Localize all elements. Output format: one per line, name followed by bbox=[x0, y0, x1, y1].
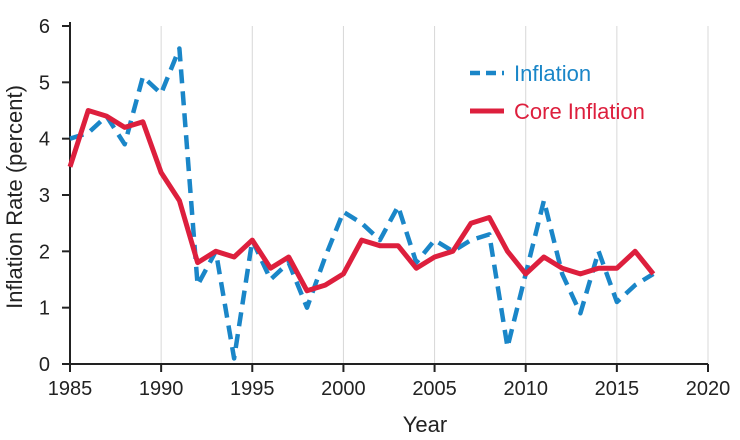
x-axis-title: Year bbox=[403, 412, 447, 437]
y-axis-title: Inflation Rate (percent) bbox=[2, 85, 27, 309]
x-tick-label: 2010 bbox=[503, 378, 548, 400]
legend-label: Inflation bbox=[514, 61, 591, 86]
x-tick-label: 1995 bbox=[230, 378, 275, 400]
y-tick-label: 2 bbox=[39, 241, 50, 263]
legend-label: Core Inflation bbox=[514, 99, 645, 124]
y-tick-label: 6 bbox=[39, 16, 50, 38]
x-tick-label: 2015 bbox=[595, 378, 640, 400]
x-tick-label: 2020 bbox=[686, 378, 731, 400]
series-line-core-inflation bbox=[67, 108, 656, 294]
y-tick-label: 3 bbox=[39, 185, 50, 207]
series-line-inflation bbox=[69, 46, 655, 361]
y-tick-label: 0 bbox=[39, 354, 50, 376]
legend: Inflation Core Inflation bbox=[470, 61, 645, 124]
x-tick-label: 1985 bbox=[48, 378, 93, 400]
axes: 1985 1990 1995 2000 2005 2010 2015 2020 0 1 2 3 4 5 6 bbox=[39, 16, 730, 400]
series-lines bbox=[67, 46, 656, 361]
x-tick-label: 2005 bbox=[412, 378, 457, 400]
gridlines bbox=[160, 26, 709, 364]
y-tick-label: 4 bbox=[39, 129, 50, 151]
x-tick-label: 1990 bbox=[139, 378, 184, 400]
y-tick-label: 1 bbox=[39, 298, 50, 320]
x-tick-label: 2000 bbox=[321, 378, 366, 400]
y-tick-label: 5 bbox=[39, 72, 50, 94]
